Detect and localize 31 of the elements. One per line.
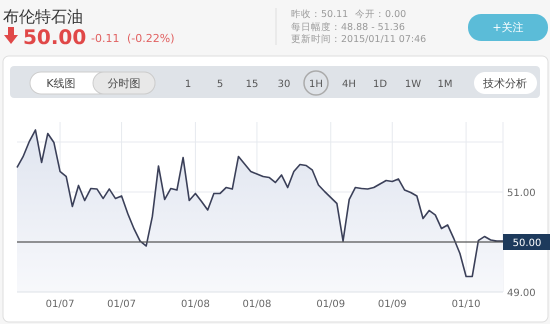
x-tick-label: 01/07	[46, 299, 74, 310]
x-tick-label: 01/09	[316, 299, 346, 310]
text: 1	[184, 79, 192, 90]
x-tick-label: 01/10	[452, 299, 481, 310]
text: 1M	[438, 79, 452, 90]
text: 今开：0.00	[355, 8, 406, 20]
text: 更新时间：2015/01/11 07:46	[291, 33, 426, 45]
text: 每日幅度：48.88 - 51.36	[291, 21, 405, 33]
text: 1W	[404, 79, 422, 90]
y-tick-label: 49.00	[507, 288, 536, 299]
text: -0.11	[91, 32, 120, 45]
x-tick-label: 01/09	[378, 299, 407, 310]
text: +关注	[492, 21, 524, 34]
text: 50.00	[23, 25, 86, 49]
x-tick-label: 01/07	[107, 299, 136, 310]
text: (-0.22%)	[127, 32, 174, 45]
text: 15	[246, 79, 258, 90]
y-tick-label: 51.00	[507, 188, 536, 199]
text: 5	[216, 79, 224, 90]
chart-title: 布伦特石油	[3, 7, 83, 26]
text: 30	[278, 79, 290, 90]
ref-line-label: 50.00	[512, 238, 542, 249]
text: 1D	[372, 79, 388, 90]
x-tick-label: 01/08	[180, 299, 210, 310]
text: 技术分析	[482, 77, 527, 90]
x-tick-label: 01/08	[242, 299, 272, 310]
text: K线图	[46, 77, 76, 90]
text: 昨收：50.11	[291, 8, 348, 20]
text: 1H	[309, 79, 323, 90]
text: 分时图	[108, 77, 140, 90]
text: 4H	[342, 79, 356, 90]
